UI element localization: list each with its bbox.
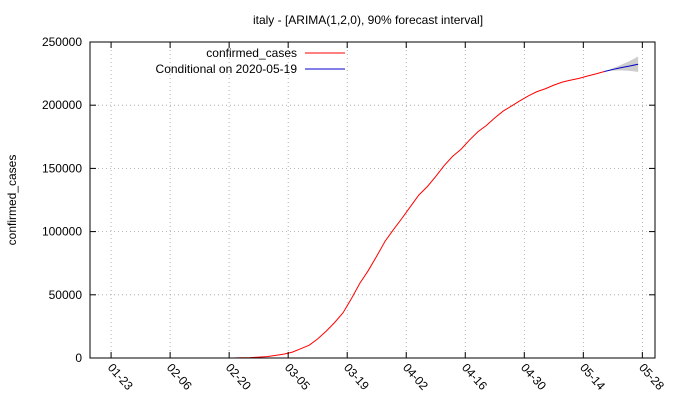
legend-label-confirmed-cases: confirmed_cases — [206, 46, 297, 60]
y-tick-label: 100000 — [42, 225, 82, 239]
x-tick-label: 04-02 — [400, 361, 431, 393]
x-tick-label: 05-14 — [577, 361, 608, 393]
plot-frame — [89, 41, 656, 359]
y-tick-label: 50000 — [49, 288, 83, 302]
x-tick-label: 03-05 — [282, 361, 313, 393]
x-tick-label: 02-20 — [223, 361, 254, 393]
x-tick-label: 01-23 — [105, 361, 136, 393]
chart-title: italy - [ARIMA(1,2,0), 90% forecast inte… — [253, 13, 483, 27]
tick-layer: 0 50000 100000 150000 200000 250000 01-23 02-06… — [42, 35, 667, 393]
x-tick-label: 05-28 — [636, 361, 667, 393]
x-tick-label: 04-30 — [518, 361, 549, 393]
y-axis-label: confirmed_cases — [5, 155, 19, 246]
interval-layer — [604, 56, 639, 72]
grid-layer — [90, 42, 655, 358]
x-tick-label: 02-06 — [164, 361, 195, 393]
series-layer — [233, 63, 639, 359]
legend: confirmed_cases Conditional on 2020-05-1… — [156, 46, 345, 76]
legend-label-conditional: Conditional on 2020-05-19 — [156, 62, 298, 76]
y-tick-label: 0 — [75, 351, 82, 365]
series-line-conditional-forecast — [604, 63, 639, 72]
x-tick-label: 04-16 — [459, 361, 490, 393]
series-line-confirmed-cases — [233, 70, 605, 359]
y-tick-label: 250000 — [42, 35, 82, 49]
forecast-interval-band — [604, 56, 639, 72]
y-tick-label: 200000 — [42, 98, 82, 112]
y-tick-label: 150000 — [42, 161, 82, 175]
x-tick-label: 03-19 — [341, 361, 372, 393]
